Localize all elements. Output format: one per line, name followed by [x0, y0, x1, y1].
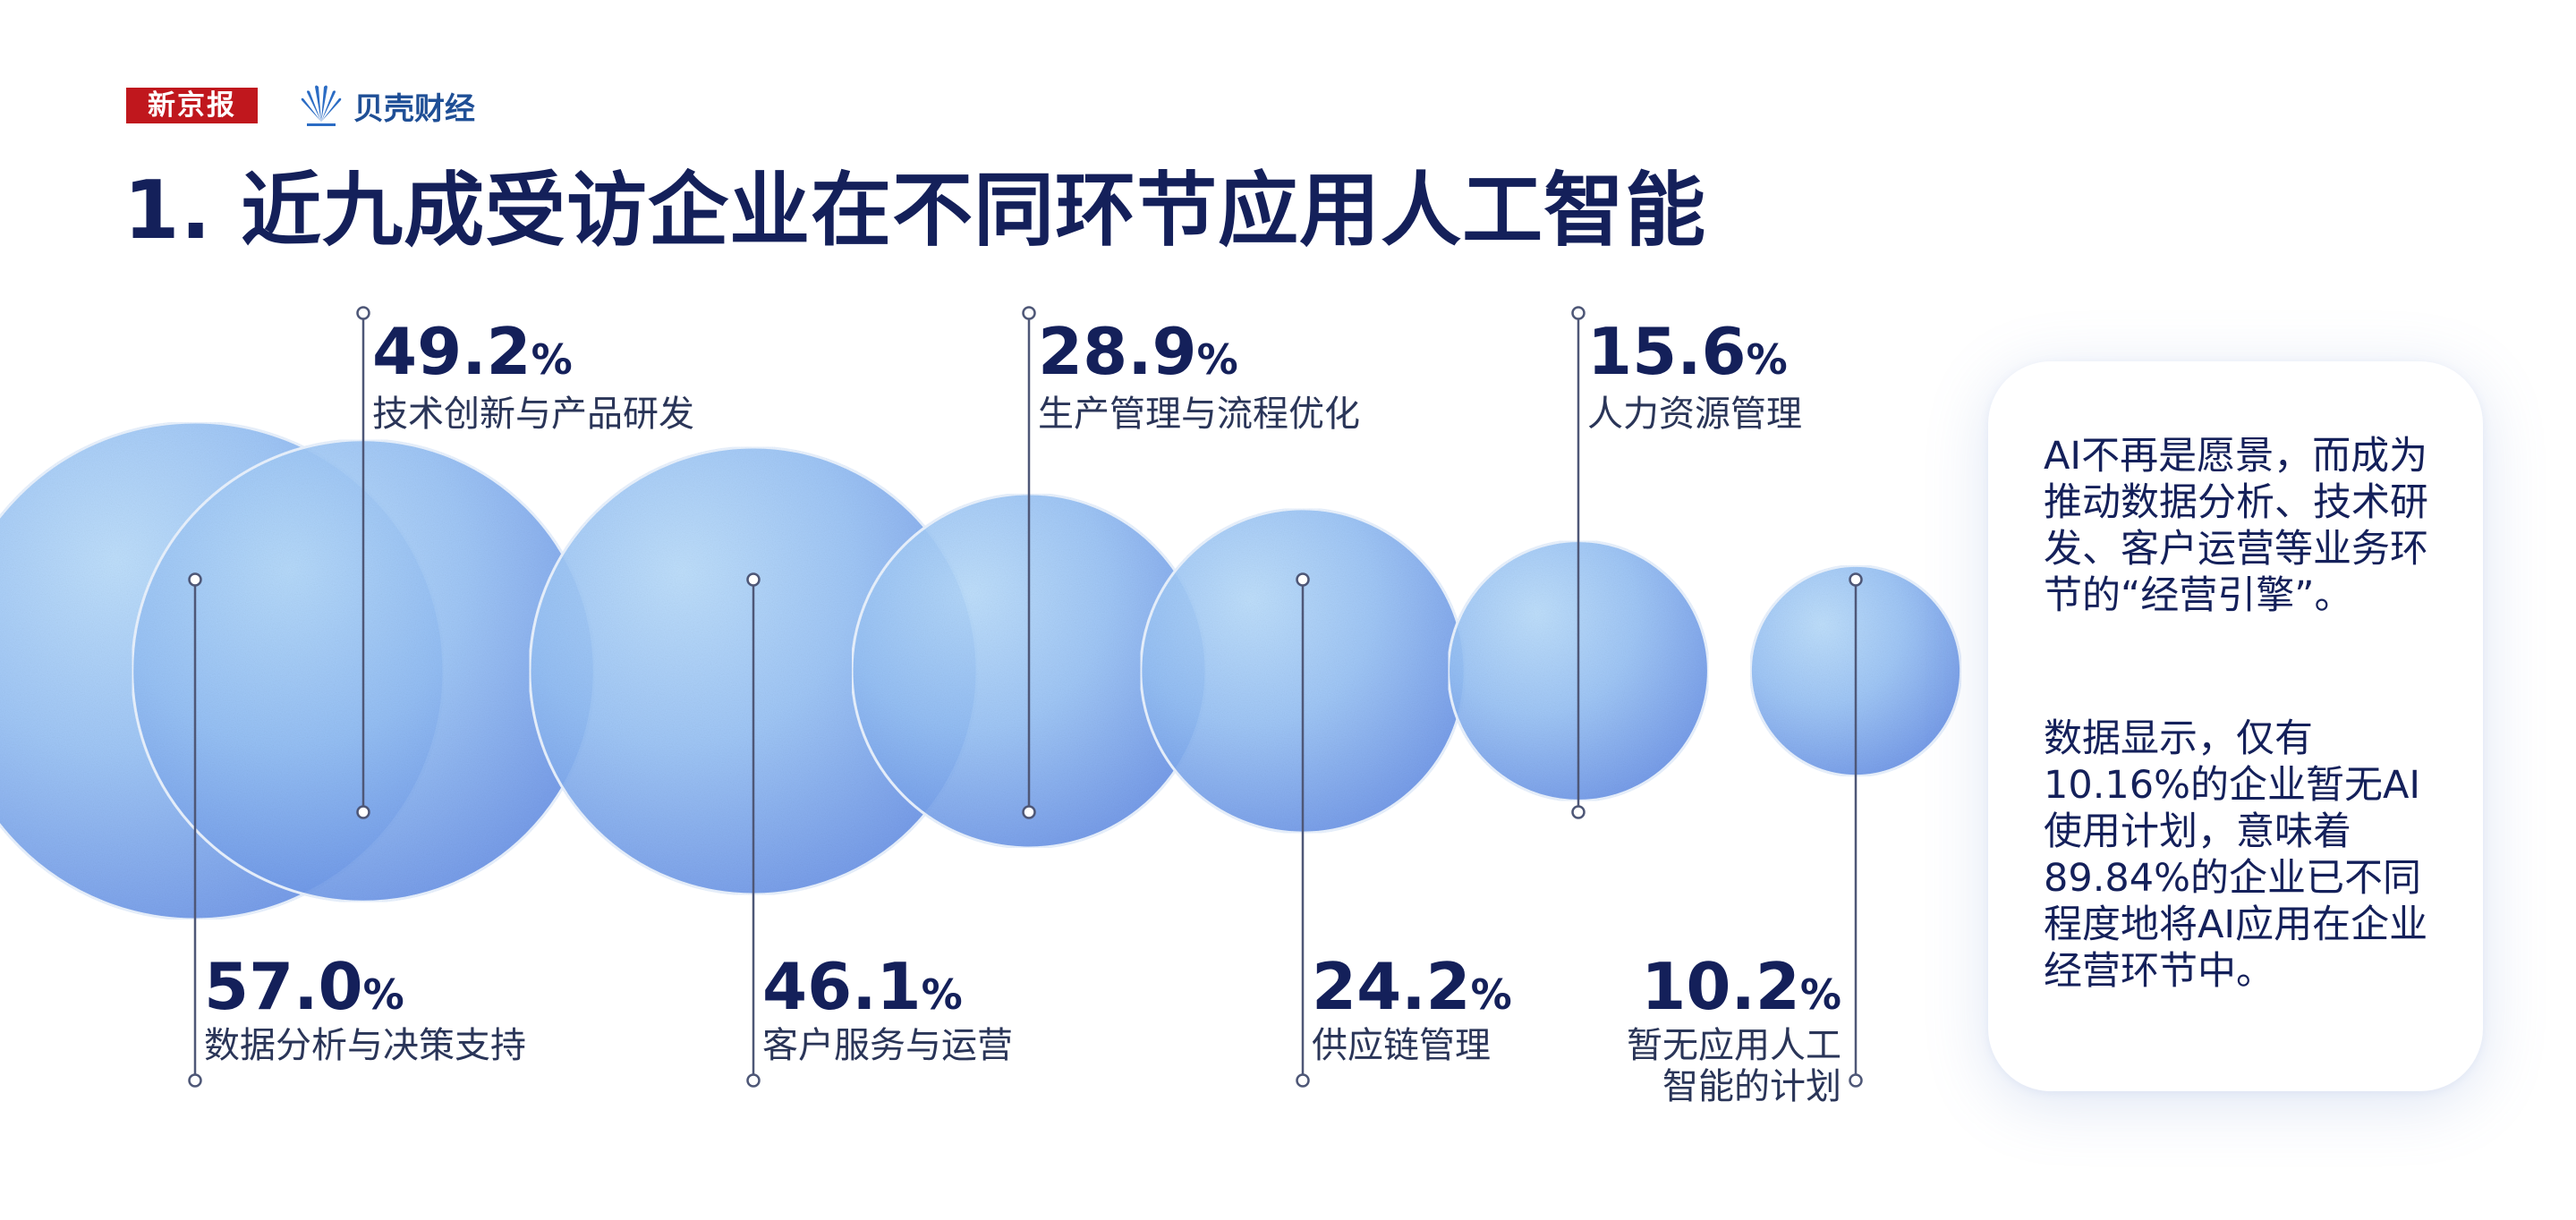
leader-dot-6-outer	[1571, 306, 1586, 320]
beike-caijing-logo: 贝壳财经	[296, 80, 475, 131]
leader-dot-4-outer	[1022, 306, 1036, 320]
value-number: 15.6	[1587, 314, 1747, 389]
category-label-3: 客户服务与运营	[762, 1025, 1013, 1066]
value-unit: %	[1197, 335, 1238, 384]
value-unit: %	[1471, 970, 1512, 1019]
leader-dot-4-inner	[1022, 805, 1036, 819]
leader-dot-6-inner	[1571, 805, 1586, 819]
value-label-layer: 57.0%数据分析与决策支持49.2%技术创新与产品研发46.1%客户服务与运营…	[204, 314, 1841, 1107]
shell-icon	[301, 85, 342, 126]
value-label-6: 15.6%	[1587, 314, 1788, 389]
summary-paragraph-2: 数据显示，仅有10.16%的企业暂无AI使用计划，意味着89.84%的企业已不同…	[2044, 716, 2428, 994]
leader-dot-1-outer	[188, 1073, 202, 1088]
value-number: 46.1	[762, 949, 922, 1024]
summary-paragraph-1: AI不再是愿景，而成为推动数据分析、技术研发、客户运营等业务环节的“经营引擎”。	[2044, 434, 2428, 618]
leader-dot-7-inner	[1849, 572, 1863, 587]
value-label-7: 10.2%	[1641, 949, 1841, 1024]
value-unit: %	[531, 335, 573, 384]
category-label-4: 生产管理与流程优化	[1038, 394, 1360, 435]
leader-dot-2-inner	[356, 805, 370, 819]
page-title: 1. 近九成受访企业在不同环节应用人工智能	[123, 164, 1707, 258]
value-number: 10.2	[1641, 949, 1800, 1024]
value-number: 28.9	[1038, 314, 1197, 389]
leader-dot-3-inner	[746, 572, 761, 587]
beike-caijing-wordmark: 贝壳财经	[353, 90, 475, 127]
value-unit: %	[1747, 335, 1788, 384]
value-label-2: 49.2%	[372, 314, 573, 389]
leader-dot-3-outer	[746, 1073, 761, 1088]
value-number: 24.2	[1312, 949, 1471, 1024]
category-label-1: 数据分析与决策支持	[204, 1025, 526, 1066]
category-label-7-line-1: 暂无应用人工	[1627, 1025, 1841, 1066]
leader-dot-2-outer	[356, 306, 370, 320]
value-label-5: 24.2%	[1312, 949, 1512, 1024]
leader-dot-1-inner	[188, 572, 202, 587]
leader-line-layer	[188, 306, 1863, 1088]
summary-card: AI不再是愿景，而成为推动数据分析、技术研发、客户运营等业务环节的“经营引擎”。…	[1988, 361, 2483, 1091]
value-unit: %	[363, 970, 404, 1019]
value-label-1: 57.0%	[204, 949, 404, 1024]
category-label-5: 供应链管理	[1312, 1025, 1491, 1066]
bubble-layer	[0, 420, 1963, 921]
leader-dot-5-inner	[1296, 572, 1310, 587]
value-unit: %	[922, 970, 963, 1019]
value-unit: %	[1800, 970, 1841, 1019]
category-label-7-line-2: 智能的计划	[1662, 1066, 1841, 1107]
category-label-2: 技术创新与产品研发	[372, 394, 694, 435]
leader-dot-5-outer	[1296, 1073, 1310, 1088]
value-number: 49.2	[372, 314, 531, 389]
value-number: 57.0	[204, 949, 363, 1024]
leader-dot-7-outer	[1849, 1073, 1863, 1088]
xinjingbao-logo: 新京报	[126, 88, 258, 123]
value-label-3: 46.1%	[762, 949, 963, 1024]
category-label-6: 人力资源管理	[1587, 394, 1802, 435]
value-label-4: 28.9%	[1038, 314, 1238, 389]
